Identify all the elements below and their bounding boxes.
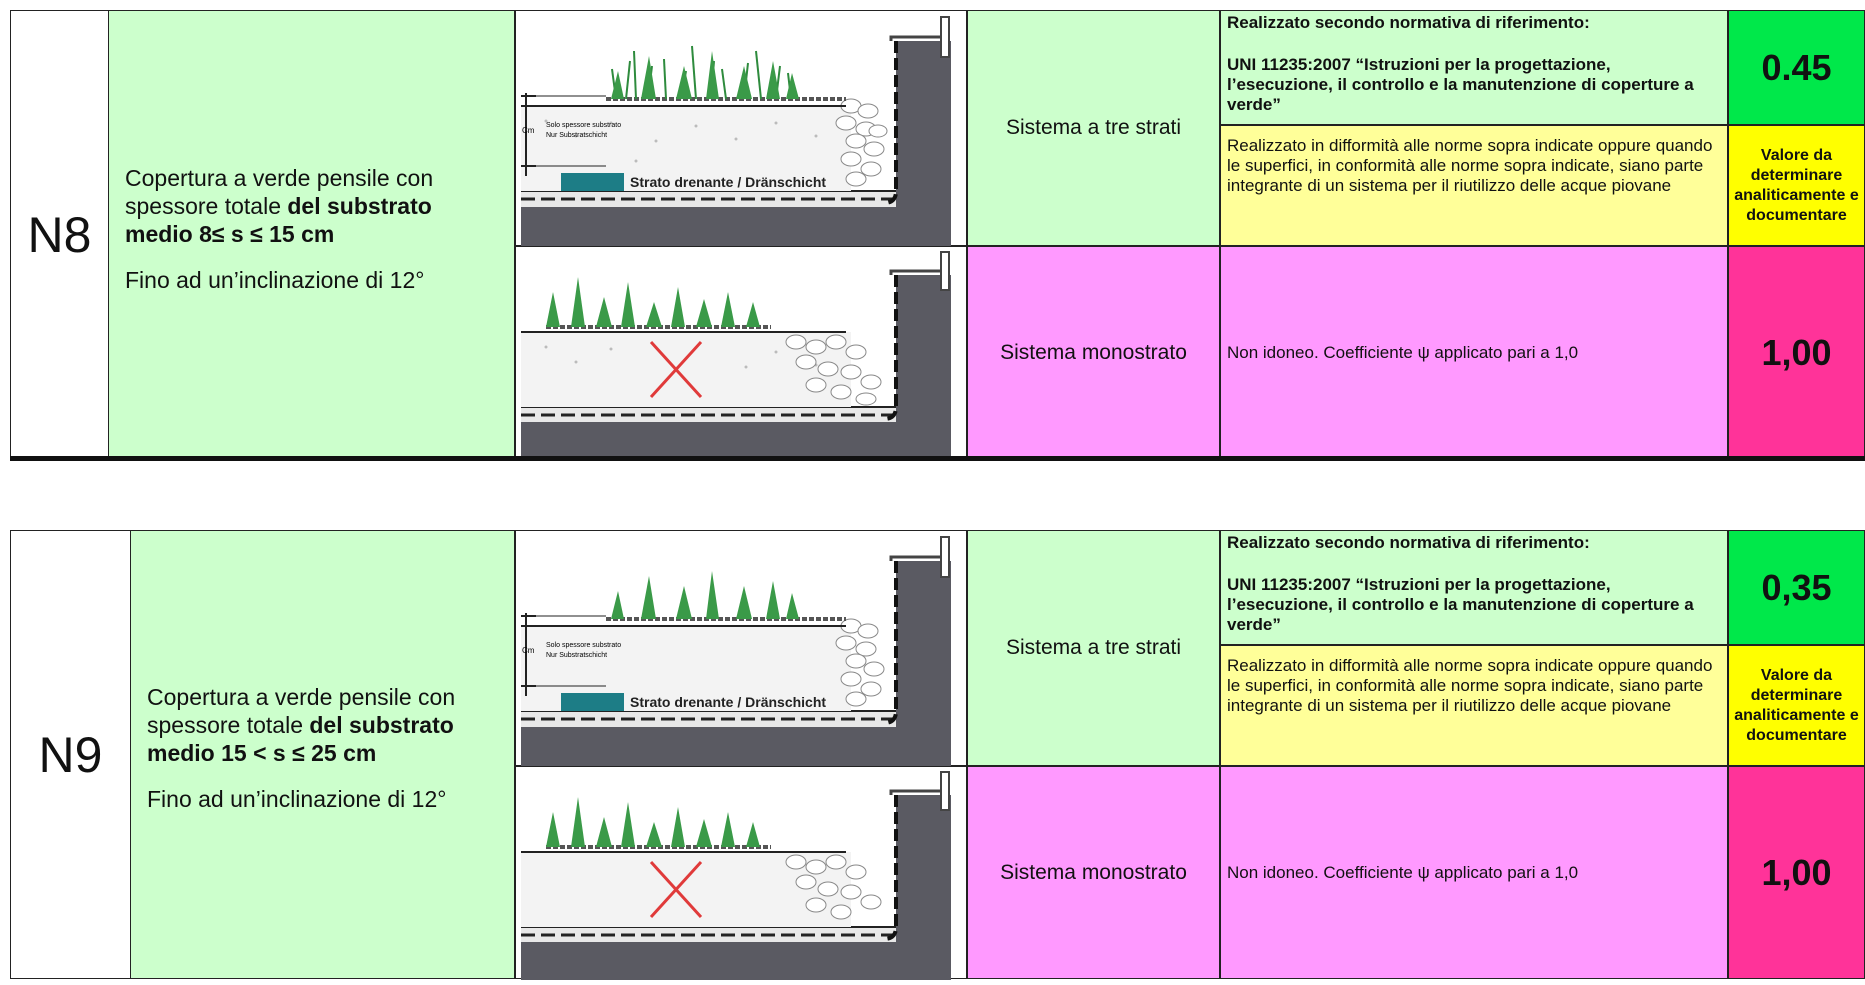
- row-code: N8: [10, 10, 109, 460]
- cm-label: Cm: [522, 126, 535, 135]
- description-inclination: Fino ad un’inclinazione di 12°: [125, 267, 425, 293]
- roof-section-drawing: Cm Solo spessore substrato Nur Substrats…: [521, 16, 951, 247]
- description-cell: Copertura a verde pensile con spessore t…: [108, 10, 515, 460]
- norm-single-layer: Non idoneo. Coefficiente ψ applicato par…: [1227, 862, 1579, 882]
- not-suitable-x-icon: [649, 860, 703, 919]
- substrate-label-2: Nur Substratschicht: [546, 132, 607, 139]
- norm-alternative-cell: Realizzato in difformità alle norme sopr…: [1220, 125, 1728, 246]
- roof-section-drawing: Cm Solo spessore substrato Nur Substrats…: [521, 536, 951, 767]
- description-line-1: Copertura a verde pensile con: [147, 684, 456, 710]
- norm-reference-cell: Realizzato secondo normativa di riferime…: [1220, 10, 1728, 125]
- drain-label: Strato drenante / Dränschicht: [630, 694, 826, 710]
- coefficient-to-determine: Valore da determinare analiticamente e d…: [1728, 125, 1865, 246]
- norm-title: Realizzato secondo normativa di riferime…: [1227, 533, 1590, 552]
- norm-title: Realizzato secondo normativa di riferime…: [1227, 13, 1590, 32]
- substrate-label-1: Solo spessore substrato: [546, 642, 621, 649]
- system-single-layer: Sistema monostrato: [967, 766, 1220, 979]
- roof-section-drawing-single: [521, 771, 951, 980]
- coefficient-single-layer: 1,00: [1728, 246, 1865, 460]
- norm-alternative: Realizzato in difformità alle norme sopr…: [1227, 136, 1713, 195]
- description-line-1: Copertura a verde pensile con: [125, 165, 434, 191]
- not-suitable-x-icon: [649, 340, 703, 399]
- three-layer-section-figure: Cm Solo spessore substrato Nur Substrats…: [515, 10, 967, 247]
- description-line-2a: spessore totale: [125, 193, 288, 219]
- row-code: N9: [10, 530, 131, 979]
- norm-alternative: Realizzato in difformità alle norme sopr…: [1227, 656, 1713, 715]
- substrate-label-1: Solo spessore substrato: [546, 122, 621, 129]
- norm-single-layer-cell: Non idoneo. Coefficiente ψ applicato par…: [1220, 246, 1728, 460]
- substrate-label-2: Nur Substratschicht: [546, 652, 607, 659]
- description-line-3: medio 15 < s ≤ 25 cm: [147, 740, 377, 766]
- system-single-layer: Sistema monostrato: [967, 246, 1220, 460]
- system-three-layer: Sistema a tre strati: [967, 10, 1220, 246]
- single-layer-section-figure: [515, 246, 967, 461]
- cm-label: Cm: [522, 646, 535, 655]
- coefficient-to-determine: Valore da determinare analiticamente e d…: [1728, 645, 1865, 766]
- norm-single-layer-cell: Non idoneo. Coefficiente ψ applicato par…: [1220, 766, 1728, 979]
- description-cell: Copertura a verde pensile con spessore t…: [130, 530, 515, 979]
- table-row-n8: N8 Copertura a verde pensile con spessor…: [0, 10, 1865, 461]
- norm-alternative-cell: Realizzato in difformità alle norme sopr…: [1220, 645, 1728, 766]
- norm-reference: UNI 11235:2007 “Istruzioni per la proget…: [1227, 575, 1694, 634]
- system-three-layer: Sistema a tre strati: [967, 530, 1220, 766]
- coefficient-three-layer: 0,35: [1728, 530, 1865, 645]
- norm-reference: UNI 11235:2007 “Istruzioni per la proget…: [1227, 55, 1694, 114]
- drain-label: Strato drenante / Dränschicht: [630, 174, 826, 190]
- coefficient-single-layer: 1,00: [1728, 766, 1865, 979]
- table-row-n9: N9 Copertura a verde pensile con spessor…: [0, 530, 1865, 980]
- single-layer-section-figure: [515, 766, 967, 980]
- description-line-2a: spessore totale: [147, 712, 310, 738]
- description-line-2b: del substrato: [309, 712, 454, 738]
- description-inclination: Fino ad un’inclinazione di 12°: [147, 786, 447, 812]
- coefficient-three-layer: 0.45: [1728, 10, 1865, 125]
- description-line-3: medio 8≤ s ≤ 15 cm: [125, 221, 335, 247]
- norm-single-layer: Non idoneo. Coefficiente ψ applicato par…: [1227, 343, 1579, 362]
- row-separator: [10, 456, 1865, 461]
- roof-section-drawing-single: [521, 251, 951, 461]
- three-layer-section-figure: Cm Solo spessore substrato Nur Substrats…: [515, 530, 967, 767]
- norm-reference-cell: Realizzato secondo normativa di riferime…: [1220, 530, 1728, 645]
- description-line-2b: del substrato: [287, 193, 432, 219]
